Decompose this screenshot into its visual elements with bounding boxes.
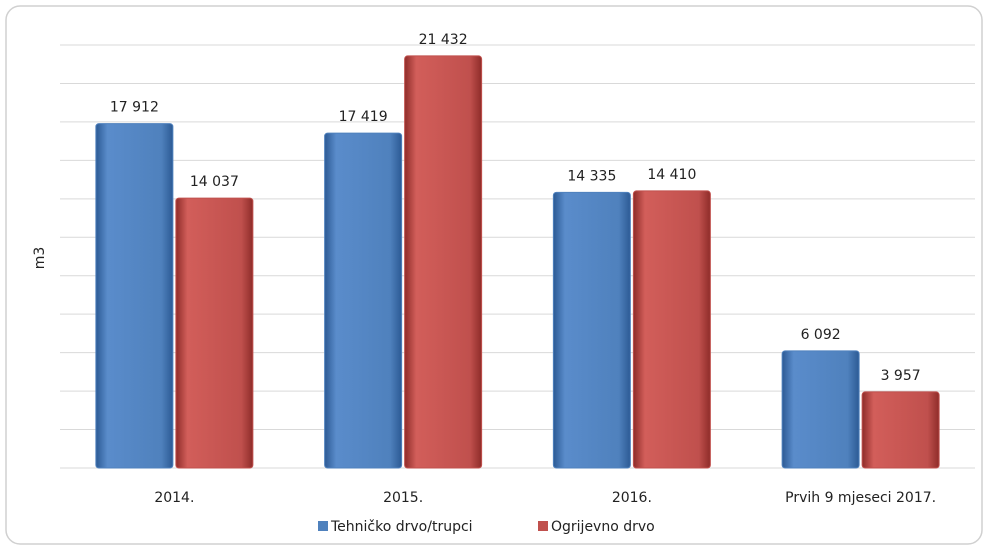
- data-label: 14 410: [647, 167, 696, 183]
- bar: [404, 55, 483, 469]
- x-tick-label: 2015.: [383, 490, 423, 506]
- bar: [175, 197, 254, 469]
- data-label: 14 335: [567, 168, 616, 184]
- legend-label: Tehničko drvo/trupci: [330, 519, 473, 535]
- bar: [781, 350, 860, 469]
- x-tick-label: Prvih 9 mjeseci 2017.: [785, 490, 936, 506]
- data-label: 6 092: [801, 327, 841, 343]
- data-label: 3 957: [881, 368, 921, 384]
- bar: [632, 190, 711, 469]
- data-label: 21 432: [419, 32, 468, 48]
- data-label: 17 912: [110, 100, 159, 116]
- x-tick-label: 2016.: [612, 490, 652, 506]
- bar: [861, 391, 940, 469]
- legend-label: Ogrijevno drvo: [551, 519, 655, 535]
- bar: [324, 132, 403, 469]
- bar: [552, 191, 631, 469]
- data-label: 14 037: [190, 174, 239, 190]
- data-label: 17 419: [339, 109, 388, 125]
- legend-swatch: [538, 521, 548, 531]
- x-tick-label: 2014.: [154, 490, 194, 506]
- bar: [95, 123, 174, 469]
- y-axis-label: m3: [32, 247, 48, 270]
- legend-swatch: [318, 521, 328, 531]
